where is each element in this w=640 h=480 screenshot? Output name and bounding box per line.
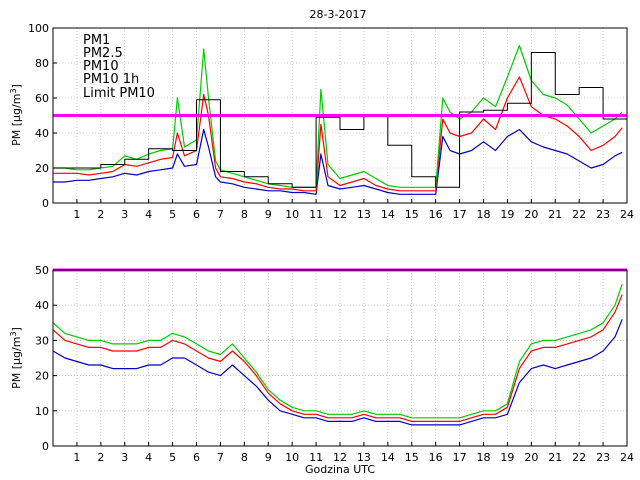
top-x-tick-label: 23 <box>596 208 610 221</box>
bottom-y-tick-label: 10 <box>35 405 49 418</box>
bottom-x-tick-label: 9 <box>265 451 272 464</box>
legend-pm10: PM10 <box>83 59 119 74</box>
bottom-y-tick-label: 40 <box>35 299 49 312</box>
top-series-pm1 <box>53 128 623 195</box>
top-y-tick-label: 100 <box>28 22 49 35</box>
top-x-tick-label: 3 <box>121 208 128 221</box>
bottom-x-tick-label: 13 <box>357 451 371 464</box>
bottom-x-tick-label: 20 <box>524 451 538 464</box>
bottom-x-tick-label: 2 <box>97 451 104 464</box>
bottom-series-pm1 <box>52 319 623 426</box>
top-x-tick-label: 5 <box>169 208 176 221</box>
top-y-tick-label: 40 <box>35 127 49 140</box>
bottom-x-axis-label: Godzina UTC <box>305 463 375 476</box>
top-ylabel-base: PM [µg/m <box>10 94 23 146</box>
bottom-y-axis-label: PM [µg/m3] <box>9 327 24 389</box>
top-y-tick-label: 60 <box>35 92 49 105</box>
top-x-tick-label: 8 <box>241 208 248 221</box>
bottom-x-ticks: 1 2 3 4 5 6 7 8 9 10 11 12 13 14 15 16 17 18 19 20 21 22 23 24 <box>73 442 634 464</box>
top-y-tick-label: 80 <box>35 57 49 70</box>
bottom-x-tick-label: 19 <box>500 451 514 464</box>
bottom-x-tick-label: 6 <box>193 451 200 464</box>
bottom-x-tick-label: 15 <box>405 451 419 464</box>
bottom-ylabel-base: PM [µg/m <box>10 337 23 389</box>
top-y-tick-label: 0 <box>42 197 49 210</box>
bottom-chart: 1 2 3 4 5 6 7 8 9 10 11 12 13 14 15 16 17 18 19 20 21 22 23 24 … <box>9 264 635 476</box>
top-legend: PM1 PM2.5 PM10 PM10 1h Limit PM10 <box>83 33 155 101</box>
bottom-x-tick-label: 11 <box>309 451 323 464</box>
top-x-tick-label: 21 <box>548 208 562 221</box>
bottom-x-tick-label: 8 <box>241 451 248 464</box>
top-x-tick-label: 22 <box>572 208 586 221</box>
top-y-axis-label: PM [µg/m3] <box>9 84 24 146</box>
top-x-tick-label: 14 <box>381 208 395 221</box>
top-ylabel-tail: ] <box>10 84 23 88</box>
bottom-series-pm2-5 <box>52 294 623 422</box>
top-x-tick-label: 9 <box>265 208 272 221</box>
bottom-x-tick-label: 17 <box>453 451 467 464</box>
top-x-tick-label: 18 <box>477 208 491 221</box>
bottom-x-tick-label: 16 <box>429 451 443 464</box>
top-ylabel-sup: 3 <box>9 88 18 93</box>
bottom-y-tick-label: 0 <box>42 440 49 453</box>
top-chart-title: 28-3-2017 <box>310 8 367 21</box>
top-x-tick-label: 2 <box>97 208 104 221</box>
bottom-series-pm10 <box>52 283 623 419</box>
top-series-pm10-1h <box>53 52 627 188</box>
top-x-tick-label: 1 <box>73 208 80 221</box>
top-y-ticks: 0 20 40 60 80 100 <box>28 22 57 210</box>
bottom-x-tick-label: 21 <box>548 451 562 464</box>
bottom-x-tick-label: 5 <box>169 451 176 464</box>
top-x-tick-label: 16 <box>429 208 443 221</box>
top-x-tick-label: 12 <box>333 208 347 221</box>
bottom-ylabel-tail: ] <box>10 327 23 331</box>
top-x-tick-label: 13 <box>357 208 371 221</box>
legend-limit-pm10: Limit PM10 <box>83 86 155 101</box>
bottom-x-tick-label: 24 <box>620 451 634 464</box>
top-series-pm2-5 <box>53 76 623 192</box>
bottom-x-tick-label: 3 <box>121 451 128 464</box>
legend-pm1: PM1 <box>83 33 110 48</box>
bottom-x-tick-label: 7 <box>217 451 224 464</box>
top-x-tick-label: 7 <box>217 208 224 221</box>
bottom-x-tick-label: 18 <box>477 451 491 464</box>
bottom-y-tick-label: 30 <box>35 334 49 347</box>
bottom-x-tick-label: 10 <box>285 451 299 464</box>
top-y-tick-label: 20 <box>35 162 49 175</box>
bottom-y-tick-label: 20 <box>35 370 49 383</box>
bottom-x-tick-label: 22 <box>572 451 586 464</box>
top-x-tick-label: 11 <box>309 208 323 221</box>
top-series-group <box>53 44 627 195</box>
top-x-tick-label: 4 <box>145 208 152 221</box>
top-x-tick-label: 24 <box>620 208 634 221</box>
top-x-ticks: 1 2 3 4 5 6 7 8 9 10 11 12 13 14 15 16 17 18 19 20 21 22 23 24 <box>73 199 634 221</box>
top-x-tick-label: 6 <box>193 208 200 221</box>
bottom-y-tick-label: 50 <box>35 264 49 277</box>
bottom-x-tick-label: 1 <box>73 451 80 464</box>
top-x-tick-label: 15 <box>405 208 419 221</box>
bottom-x-tick-label: 4 <box>145 451 152 464</box>
bottom-y-ticks: 0 10 20 30 40 50 <box>35 264 57 453</box>
bottom-x-tick-label: 14 <box>381 451 395 464</box>
top-x-tick-label: 17 <box>453 208 467 221</box>
top-series-pm10 <box>53 44 623 188</box>
top-chart: 28-3-2017 1 2 3 4 5 6 7 8 9 10 11 12 13 14 15 16 17 18 19 2… <box>9 8 635 221</box>
top-x-tick-label: 20 <box>524 208 538 221</box>
legend-pm25: PM2.5 <box>83 46 123 61</box>
legend-pm10-1h: PM10 1h <box>83 72 139 87</box>
top-x-tick-label: 10 <box>285 208 299 221</box>
bottom-ylabel-sup: 3 <box>9 331 18 336</box>
top-x-tick-label: 19 <box>500 208 514 221</box>
bottom-x-tick-label: 23 <box>596 451 610 464</box>
bottom-x-tick-label: 12 <box>333 451 347 464</box>
